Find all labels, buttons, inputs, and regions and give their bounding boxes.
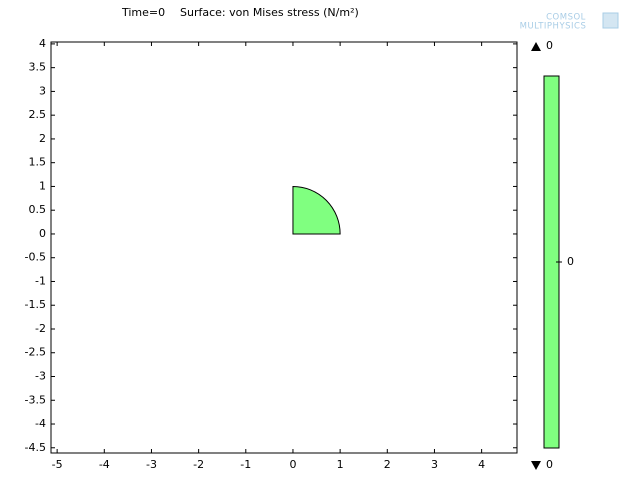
y-tick-label: 1 xyxy=(39,179,46,192)
x-tick-label: 0 xyxy=(289,458,296,471)
y-tick-label: 3.5 xyxy=(29,61,47,74)
domain-surface xyxy=(292,185,341,235)
y-tick-label: 1.5 xyxy=(29,156,47,169)
plot-frame xyxy=(50,41,518,454)
x-tick-label: -2 xyxy=(193,458,204,471)
x-tick-label: 4 xyxy=(478,458,485,471)
y-tick-label: 2.5 xyxy=(29,108,47,121)
x-tick-label: -5 xyxy=(52,458,63,471)
colorbar-tick-label: 0 xyxy=(567,255,574,268)
y-tick-label: -0.5 xyxy=(25,251,46,264)
logo-icon xyxy=(602,12,619,29)
x-tick-label: -1 xyxy=(240,458,251,471)
y-tick-label: -2 xyxy=(35,322,46,335)
chart-title: Surface: von Mises stress (N/m²) xyxy=(180,6,359,19)
x-tick-label: 2 xyxy=(384,458,391,471)
y-tick-label: 0.5 xyxy=(29,203,47,216)
y-tick-label: 3 xyxy=(39,84,46,97)
max-arrow xyxy=(531,42,541,51)
y-tick-label: -1.5 xyxy=(25,298,46,311)
y-tick-label: -3 xyxy=(35,370,46,383)
x-tick-label: 3 xyxy=(431,458,438,471)
colorbar-min: 0 xyxy=(546,458,553,471)
y-tick-label: -4 xyxy=(35,417,46,430)
y-tick-label: -1 xyxy=(35,274,46,287)
y-tick-label: 0 xyxy=(39,227,46,240)
y-tick-label: -4.5 xyxy=(25,441,46,454)
x-tick-label: -4 xyxy=(99,458,110,471)
logo-text: COMSOL xyxy=(546,13,586,23)
y-tick-label: 4 xyxy=(39,37,46,50)
x-tick-label: 1 xyxy=(337,458,344,471)
x-tick-label: -3 xyxy=(146,458,157,471)
logo-text: MULTIPHYSICS xyxy=(520,22,587,32)
time-label: Time=0 xyxy=(121,6,165,19)
min-arrow xyxy=(531,461,541,470)
colorbar-max: 0 xyxy=(546,39,553,52)
y-tick-label: 2 xyxy=(39,132,46,145)
y-tick-label: -2.5 xyxy=(25,346,46,359)
y-tick-label: -3.5 xyxy=(25,393,46,406)
